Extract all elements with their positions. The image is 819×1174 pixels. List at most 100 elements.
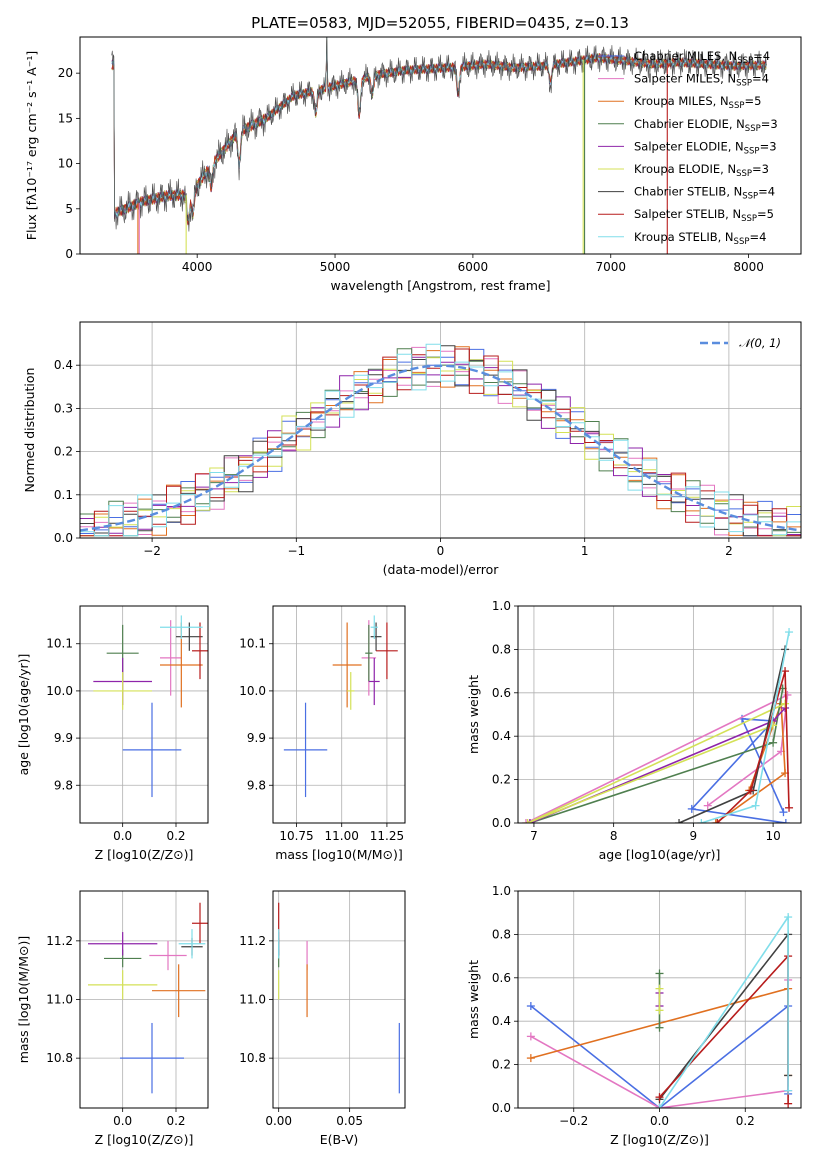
x-tick-label: 0.0 [113,829,132,843]
weight-line [716,670,790,823]
spectrum-axes: 4000 5000 6000 7000 8000 0 5 10 15 20 wavelength [… [24,51,764,293]
y-axis-label: mass weight [466,960,481,1039]
y-tick-label: 11.0 [46,993,73,1007]
y-tick-label: 0.6 [492,971,511,985]
legend-subscript: SSP [741,214,757,224]
y-tick-label: 15 [58,111,73,125]
z-vs-age-frame [79,605,209,824]
x-tick-label: 2 [725,544,733,558]
figure-title: PLATE=0583, MJD=52055, FIBERID=0435, z=0… [251,14,629,32]
y-axis-label: Flux [fλ10⁻¹⁷ erg cm⁻² s⁻¹ A⁻¹] [24,51,39,240]
weight-line [715,703,786,823]
age-vs-weight-frame [517,605,802,824]
x-tick-label: 10.75 [279,829,313,843]
z-vs-weight-frame [517,890,802,1109]
z-vs-age-axes: 0.0 0.2 9.8 9.9 10.0 10.1 Z [log10(Z/Z⊙)] age [… [16,606,208,862]
y-tick-label: 9.8 [247,778,266,792]
x-tick-label: 11.25 [370,829,404,843]
weight-line [527,702,786,823]
spectrum-legend: Chabrier MILES, NSSP=4 Salpeter MILES, NS… [598,49,778,247]
age-vs-weight-axes: 7 8 9 10 0.0 0.2 0.4 0.6 0.8 1.0 age [log10(age/yr… [466,599,801,862]
legend-count: =4 [749,230,766,244]
weight-line [525,693,789,823]
y-tick-label: 10.8 [46,1051,73,1065]
y-tick-label: 10 [58,157,73,171]
legend-entry: Salpeter MILES, NSSP=4 [634,72,769,89]
y-axis-label: age [log10(age/yr)] [16,654,31,776]
y-tick-label: 10.1 [239,637,266,651]
y-axis-label: mass weight [466,675,481,754]
y-tick-label: 11.2 [239,934,266,948]
legend-entry: Salpeter ELODIE, NSSP=3 [634,139,777,156]
spectrum-frame [79,36,802,255]
legend-entry: Kroupa MILES, NSSP=5 [634,94,761,111]
y-tick-label: 10.1 [46,637,73,651]
legend-count: =3 [752,162,769,176]
histogram-frame [79,321,802,539]
z-vs-mass-points [88,902,208,1094]
x-axis-label: wavelength [Angstrom, rest frame] [330,278,550,293]
legend-entry: 𝒩(0, 1) [739,336,781,350]
y-tick-label: 9.9 [54,731,73,745]
histogram-group [80,343,801,537]
y-tick-label: 0.2 [492,773,511,787]
ebv-vs-mass-axes: 0.00 0.05 10.8 11.0 11.2 E(B-V) [239,891,405,1147]
y-tick-label: 5 [65,202,73,216]
spectrum-line [111,37,767,232]
y-tick-label: 0.6 [492,686,511,700]
x-tick-label: 8 [610,829,618,843]
legend-entry: Salpeter STELIB, NSSP=5 [634,207,774,224]
x-tick-label: 8000 [733,260,764,274]
weight-line [658,914,789,1108]
x-tick-label: 0.0 [650,1114,669,1128]
x-tick-label: 7000 [595,260,626,274]
z-vs-weight-lines [526,913,793,1108]
residuals-axes: −2 −1 0 1 2 0.0 0.1 0.2 0.3 0.4 (data-model)/error… [22,322,801,577]
x-tick-label: 0.2 [166,1114,185,1128]
legend-count: =4 [758,185,775,199]
y-tick-label: 11.0 [239,993,266,1007]
z-vs-mass-axes: 0.0 0.2 10.8 11.0 11.2 Z [log10(Z/Z⊙)] mass [l… [16,891,208,1147]
x-tick-label: −0.2 [559,1114,588,1128]
y-tick-label: 0.4 [492,729,511,743]
y-tick-label: 10.0 [46,684,73,698]
y-axis-label: Normed distribution [22,368,37,493]
x-tick-label: 4000 [182,260,213,274]
mass-vs-age-frame [272,605,406,824]
y-tick-label: 10.8 [239,1051,266,1065]
y-tick-label: 0.2 [492,1058,511,1072]
y-tick-label: 0.4 [54,358,73,372]
x-axis-label: (data-model)/error [383,562,500,577]
legend-subscript: SSP [737,56,753,66]
x-tick-label: 0 [437,544,445,558]
y-tick-label: 0 [65,247,73,261]
x-axis-label: Z [log10(Z/Z⊙)] [610,1132,709,1147]
weight-line [658,954,789,1104]
x-tick-label: 0.00 [265,1114,292,1128]
y-tick-label: 0.0 [492,1101,511,1115]
ebv-vs-mass-points [278,902,400,1094]
spectrum-series-group [111,37,767,254]
y-tick-label: 9.9 [247,731,266,745]
legend-count: =3 [761,117,778,131]
weight-line [658,932,789,1100]
legend-subscript: SSP [736,169,752,179]
x-tick-label: 0.05 [336,1114,363,1128]
x-axis-label: Z [log10(Z/Z⊙)] [95,847,194,862]
z-vs-mass-frame [79,890,209,1109]
weight-line [529,707,786,823]
x-axis-label: Z [log10(Z/Z⊙)] [95,1132,194,1147]
x-tick-label: 9 [690,829,698,843]
x-tick-label: 10 [765,829,780,843]
legend-subscript: SSP [745,124,761,134]
y-tick-label: 0.0 [54,531,73,545]
x-tick-label: 7 [530,829,538,843]
x-tick-label: −1 [287,544,305,558]
legend-count: =5 [744,94,761,108]
normal-curve [80,364,801,532]
x-axis-label: age [log10(age/yr)] [599,847,721,862]
x-tick-label: 6000 [458,260,489,274]
y-tick-label: 11.2 [46,934,73,948]
